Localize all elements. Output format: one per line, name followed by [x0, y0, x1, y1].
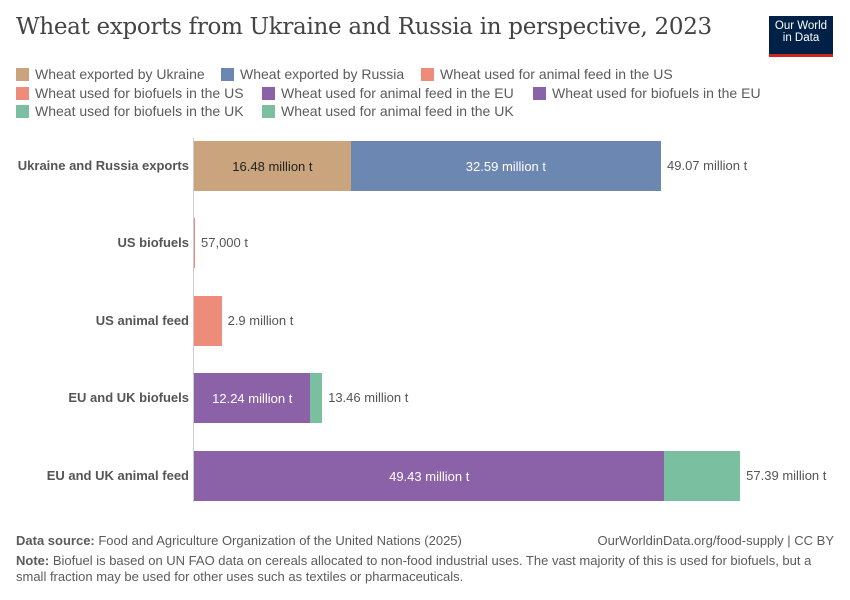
row-label: US animal feed	[95, 313, 189, 328]
legend-item[interactable]: Wheat used for biofuels in the US	[16, 85, 244, 101]
total-label: 13.46 million t	[328, 390, 409, 405]
legend-item[interactable]: Wheat exported by Ukraine	[16, 66, 205, 82]
row-label: Ukraine and Russia exports	[17, 158, 189, 173]
legend-swatch	[262, 86, 275, 100]
bar-segment[interactable]	[194, 296, 222, 346]
total-label: 57.39 million t	[746, 468, 827, 483]
legend-swatch	[533, 86, 546, 100]
legend-swatch	[16, 67, 29, 81]
logo-text: in Data	[782, 32, 820, 44]
legend-swatch	[421, 67, 434, 81]
legend-item[interactable]: Wheat used for biofuels in the EU	[533, 85, 761, 101]
legend-swatch	[16, 104, 29, 118]
chart-title: Wheat exports from Ukraine and Russia in…	[16, 14, 712, 40]
source-label: Data source:	[16, 533, 95, 548]
note-label: Note:	[16, 553, 50, 568]
bar-segment[interactable]: 49.43 million t	[194, 451, 665, 501]
legend-item[interactable]: Wheat used for animal feed in the UK	[262, 103, 514, 119]
bar-label: 49.43 million t	[389, 468, 470, 484]
legend-swatch	[16, 86, 29, 100]
bar-segment[interactable]	[194, 218, 195, 268]
data-source: Data source: Food and Agriculture Organi…	[16, 533, 462, 548]
bar-segment[interactable]	[664, 451, 741, 501]
legend-label: Wheat used for biofuels in the UK	[35, 103, 244, 119]
bar-segment[interactable]: 16.48 million t	[194, 141, 351, 191]
legend-item[interactable]: Wheat exported by Russia	[221, 66, 404, 82]
legend-label: Wheat used for animal feed in the UK	[281, 103, 514, 119]
note: Note: Biofuel is based on UN FAO data on…	[16, 553, 816, 585]
legend-swatch	[262, 104, 275, 118]
legend-swatch	[221, 67, 234, 81]
note-text: Biofuel is based on UN FAO data on cerea…	[16, 553, 812, 584]
legend-item[interactable]: Wheat used for animal feed in the US	[421, 66, 673, 82]
total-label: 57,000 t	[201, 235, 248, 250]
legend-item[interactable]: Wheat used for animal feed in the EU	[262, 85, 514, 101]
bar-segment[interactable]: 32.59 million t	[350, 141, 661, 191]
owid-logo[interactable]: Our World in Data	[769, 16, 833, 57]
bar-label: 32.59 million t	[465, 158, 547, 174]
source-url[interactable]: OurWorldinData.org/food-supply | CC BY	[597, 533, 834, 548]
bar-segment[interactable]: 12.24 million t	[194, 373, 311, 423]
legend-label: Wheat used for biofuels in the US	[35, 85, 244, 101]
total-label: 2.9 million t	[227, 313, 294, 328]
bar-label: 12.24 million t	[212, 390, 293, 406]
row-label: EU and UK animal feed	[46, 468, 189, 483]
legend-label: Wheat used for animal feed in the EU	[281, 85, 514, 101]
logo-text: Our World	[774, 20, 828, 32]
legend-label: Wheat exported by Ukraine	[35, 66, 205, 82]
legend-label: Wheat exported by Russia	[240, 66, 405, 82]
bar-segment[interactable]	[310, 373, 323, 423]
bar-label: 16.48 million t	[232, 158, 313, 174]
legend-label: Wheat used for biofuels in the EU	[552, 85, 761, 101]
legend-item[interactable]: Wheat used for biofuels in the UK	[16, 103, 244, 119]
y-axis-line	[193, 138, 194, 502]
row-label: EU and UK biofuels	[68, 390, 189, 405]
row-label: US biofuels	[117, 235, 189, 250]
legend-label: Wheat used for animal feed in the US	[440, 66, 673, 82]
total-label: 49.07 million t	[667, 158, 748, 173]
source-text: Food and Agriculture Organization of the…	[94, 533, 462, 548]
